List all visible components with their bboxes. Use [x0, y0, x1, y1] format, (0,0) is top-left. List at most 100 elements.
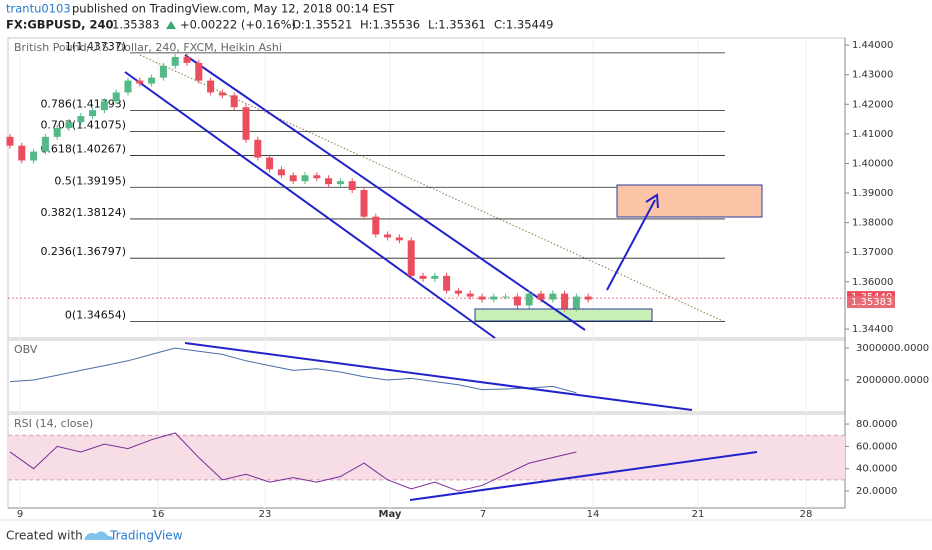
- published: published on TradingView.com, May 12, 20…: [72, 2, 395, 16]
- channel-upper: [184, 54, 586, 331]
- x-tick-label: 14: [587, 509, 600, 520]
- ohlc-open: O:1.35521: [292, 18, 352, 32]
- candle-body: [419, 275, 427, 279]
- candle-body: [148, 77, 156, 84]
- candle-body: [502, 296, 510, 298]
- candle-body: [325, 178, 333, 185]
- candle-body: [159, 65, 167, 78]
- y-tick-label: 60.0000: [856, 441, 897, 452]
- fib-label: 0.236(1.36797): [40, 245, 126, 258]
- candle-body: [301, 175, 309, 182]
- candle-body: [431, 275, 439, 279]
- x-tick-label: 9: [17, 509, 23, 520]
- trend-dotted: [139, 54, 726, 323]
- ohlc-close: C:1.35449: [494, 18, 553, 32]
- candle-body: [490, 296, 498, 300]
- candle-body: [395, 237, 403, 241]
- candle-body: [289, 175, 297, 182]
- rsi-band: [8, 435, 845, 480]
- last-price: 1.35383: [112, 18, 160, 32]
- forecast-arrowhead: [645, 193, 659, 209]
- plot-layer: 9 16 23 May 7 14 21 28 1.44000 1.43000 1.42000 1.41…: [6, 38, 929, 520]
- y-tick-label: 1.36000: [852, 277, 893, 288]
- candle-body: [572, 296, 580, 309]
- up-triangle: [166, 21, 176, 29]
- candle-body: [360, 190, 368, 217]
- fib-label: 0.707(1.41075): [40, 119, 126, 132]
- forecast-arrow: [606, 199, 656, 291]
- candle-body: [549, 293, 557, 300]
- candle-body: [207, 80, 215, 93]
- x-tick-label: 23: [259, 509, 272, 520]
- candle-body: [336, 181, 344, 185]
- candle-body: [112, 92, 120, 102]
- candle-body: [65, 122, 73, 128]
- fib-label: 0.5(1.39195): [54, 174, 126, 187]
- pane-title: British Pound/U.S. Dollar, 240, FXCM, He…: [14, 41, 282, 54]
- candle-body: [478, 296, 486, 300]
- candle-body: [124, 80, 132, 93]
- candle-body: [525, 293, 533, 306]
- fib-label: 0(1.34654): [65, 309, 126, 322]
- y-tick-label: 20.0000: [856, 486, 897, 497]
- x-tick-label: 16: [152, 509, 165, 520]
- candle-body: [454, 290, 462, 294]
- candle-body: [30, 151, 38, 161]
- y-tick-label: 1.40000: [852, 158, 893, 169]
- candle-body: [384, 234, 392, 238]
- y-tick-label: 1.37000: [852, 247, 893, 258]
- candle-body: [372, 216, 380, 235]
- y-tick-label: 1.41000: [852, 129, 893, 140]
- candle-body: [230, 95, 238, 108]
- candle-body: [41, 136, 49, 152]
- x-tick-label: 28: [800, 509, 813, 520]
- symbol: FX:GBPUSD, 240: [6, 18, 114, 32]
- candle-body: [513, 296, 521, 306]
- price-badge-label: 1.35383: [851, 297, 892, 308]
- target-zone: [616, 184, 763, 218]
- candle-body: [266, 157, 274, 170]
- pane-title: OBV: [14, 343, 38, 356]
- candle-body: [53, 127, 61, 137]
- candle-body: [443, 275, 451, 291]
- author[interactable]: trantu0103: [6, 2, 71, 16]
- candle-body: [18, 145, 26, 161]
- candle-body: [254, 139, 262, 158]
- candle-body: [466, 293, 474, 297]
- y-tick-label: 1.38000: [852, 218, 893, 229]
- x-tick-label: 21: [692, 509, 705, 520]
- x-tick-label: 7: [480, 509, 486, 520]
- footer-brand[interactable]: TradingView: [109, 529, 183, 543]
- y-tick-label: 2000000.0000: [856, 375, 929, 386]
- y-tick-label: 1.43000: [852, 70, 893, 81]
- channel-lower: [124, 71, 496, 339]
- candle-body: [218, 92, 226, 96]
- price-badge: [847, 296, 895, 309]
- y-tick-label: 3000000.0000: [856, 343, 929, 354]
- candle-body: [77, 116, 85, 123]
- footer-bar: [0, 520, 932, 550]
- candle-body: [136, 80, 144, 84]
- candle-body: [89, 110, 97, 117]
- candle-body: [171, 56, 179, 66]
- indicator-line: [9, 347, 577, 394]
- y-tick-label: 80.0000: [856, 419, 897, 430]
- y-tick-label: 40.0000: [856, 464, 897, 475]
- fib-label: 0.618(1.40267): [40, 143, 126, 156]
- tv-logo[interactable]: [84, 531, 114, 540]
- candle-body: [195, 62, 203, 81]
- candle-body: [313, 175, 321, 179]
- footer-created: Created with: [6, 529, 83, 543]
- candle-body: [242, 107, 250, 140]
- candle-body: [561, 293, 569, 309]
- fib-label: 1(1.43737): [65, 40, 126, 53]
- candle-body: [6, 136, 14, 146]
- fib-label: 0.382(1.38124): [40, 206, 126, 219]
- obv-trend: [184, 342, 693, 411]
- change: +0.00222 (+0.16%): [180, 18, 296, 32]
- candle-body: [100, 101, 108, 111]
- ohlc-high: H:1.35536: [360, 18, 420, 32]
- candle-body: [277, 169, 285, 176]
